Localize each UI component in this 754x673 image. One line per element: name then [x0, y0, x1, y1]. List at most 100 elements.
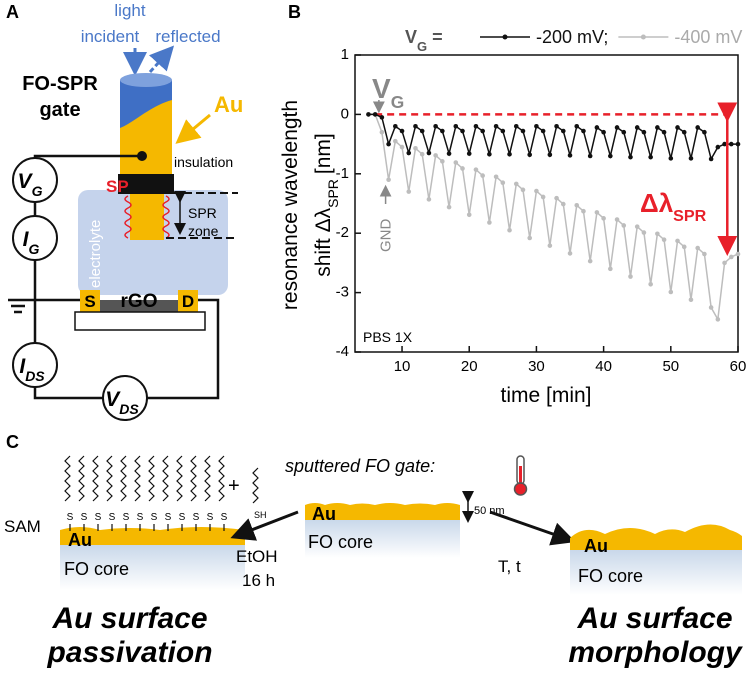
sam-chain: [218, 455, 225, 502]
data-point: [540, 194, 546, 200]
data-point: [534, 123, 539, 129]
fiber-core: [305, 520, 460, 558]
data-point: [393, 138, 398, 144]
data-point: [715, 317, 721, 322]
data-point: [708, 156, 714, 162]
anneal-label: T, t: [498, 557, 521, 576]
data-point: [594, 125, 600, 130]
data-point: [708, 305, 714, 310]
data-point: [567, 251, 573, 256]
legend-label: -200 mV;: [536, 27, 608, 47]
s-label: S: [81, 512, 88, 523]
data-point: [581, 208, 586, 214]
data-point: [379, 129, 385, 135]
data-point: [688, 156, 694, 161]
data-point: [513, 123, 519, 129]
ids-label: IDS: [19, 355, 45, 384]
series-line: [368, 113, 739, 322]
vg-annotation: V: [372, 73, 391, 104]
y-axis-label: resonance wavelength: [279, 100, 302, 310]
s-label: S: [95, 512, 102, 523]
result-title: Au surface: [576, 602, 732, 635]
ig-label: IG: [23, 228, 40, 257]
s-label: S: [123, 512, 130, 523]
s-label: S: [109, 512, 116, 523]
data-point: [735, 251, 741, 257]
data-point: [702, 251, 707, 257]
data-point: [426, 197, 432, 202]
data-point: [540, 128, 546, 134]
plasmon-wave: [124, 195, 132, 239]
data-point: [547, 243, 553, 248]
data-point: [735, 141, 741, 147]
panel-label: A: [6, 2, 19, 22]
series-line: [368, 113, 738, 161]
s-label: S: [165, 512, 172, 523]
data-point: [554, 123, 559, 129]
s-label: S: [193, 512, 200, 523]
data-point: [426, 150, 432, 156]
data-point: [722, 260, 727, 266]
y-axis-label: shift ΔλSPR[nm]: [312, 133, 341, 277]
plot-frame: [354, 54, 739, 353]
data-point: [574, 123, 580, 129]
electrolyte: [78, 190, 228, 295]
au-label: Au: [312, 504, 336, 524]
panel-label: C: [6, 432, 19, 452]
panel-label: B: [288, 2, 301, 22]
thermometer-bulb: [513, 482, 528, 496]
data-point: [406, 189, 412, 194]
data-point: [433, 153, 438, 158]
vds-label: VDS: [105, 388, 139, 417]
data-point: [379, 115, 385, 120]
data-point: [446, 204, 452, 210]
gate-title: gate: [39, 99, 80, 121]
data-point: [608, 266, 613, 272]
data-point: [480, 128, 485, 134]
drain-label: D: [182, 292, 194, 311]
gold-layer: [305, 503, 460, 520]
data-point: [453, 160, 459, 165]
data-point: [702, 129, 707, 135]
data-point: [628, 154, 633, 160]
legend-label: -400 mV: [674, 27, 742, 47]
sam-chain: [64, 455, 71, 502]
data-point: [520, 128, 526, 134]
source-electrode: [80, 290, 100, 312]
sam-chain: [78, 455, 85, 502]
data-point: [587, 258, 593, 264]
data-point: [547, 152, 553, 158]
data-point: [560, 201, 566, 207]
data-point: [487, 151, 492, 157]
sam-chain: [176, 455, 183, 502]
data-point: [587, 153, 593, 159]
au-arrow: [175, 113, 211, 144]
data-point: [386, 141, 391, 147]
data-point: [601, 129, 606, 135]
sp-label: SP: [106, 177, 129, 196]
thiol-molecule: [252, 467, 259, 504]
gold-layer: [570, 524, 742, 550]
data-point: [608, 153, 613, 159]
data-point: [466, 151, 472, 156]
data-point: [581, 128, 586, 134]
data-point: [675, 238, 680, 244]
data-point: [641, 230, 647, 235]
anneal-arrow: [489, 510, 576, 546]
data-point: [413, 123, 418, 129]
data-point: [554, 195, 559, 201]
data-point: [493, 123, 499, 129]
fiber-core: [60, 545, 245, 590]
sam-chain: [204, 455, 211, 502]
data-point: [567, 153, 573, 158]
zone-label: zone: [188, 223, 219, 239]
data-point: [655, 125, 660, 130]
gold-coating: [120, 100, 172, 178]
sputtered-label: sputtered FO gate:: [285, 456, 435, 476]
data-point: [621, 223, 627, 228]
data-point: [715, 144, 721, 150]
panel-a: A light incident reflected FO-SPR gate e…: [6, 1, 243, 421]
data-point: [634, 125, 640, 130]
data-point: [648, 154, 653, 160]
